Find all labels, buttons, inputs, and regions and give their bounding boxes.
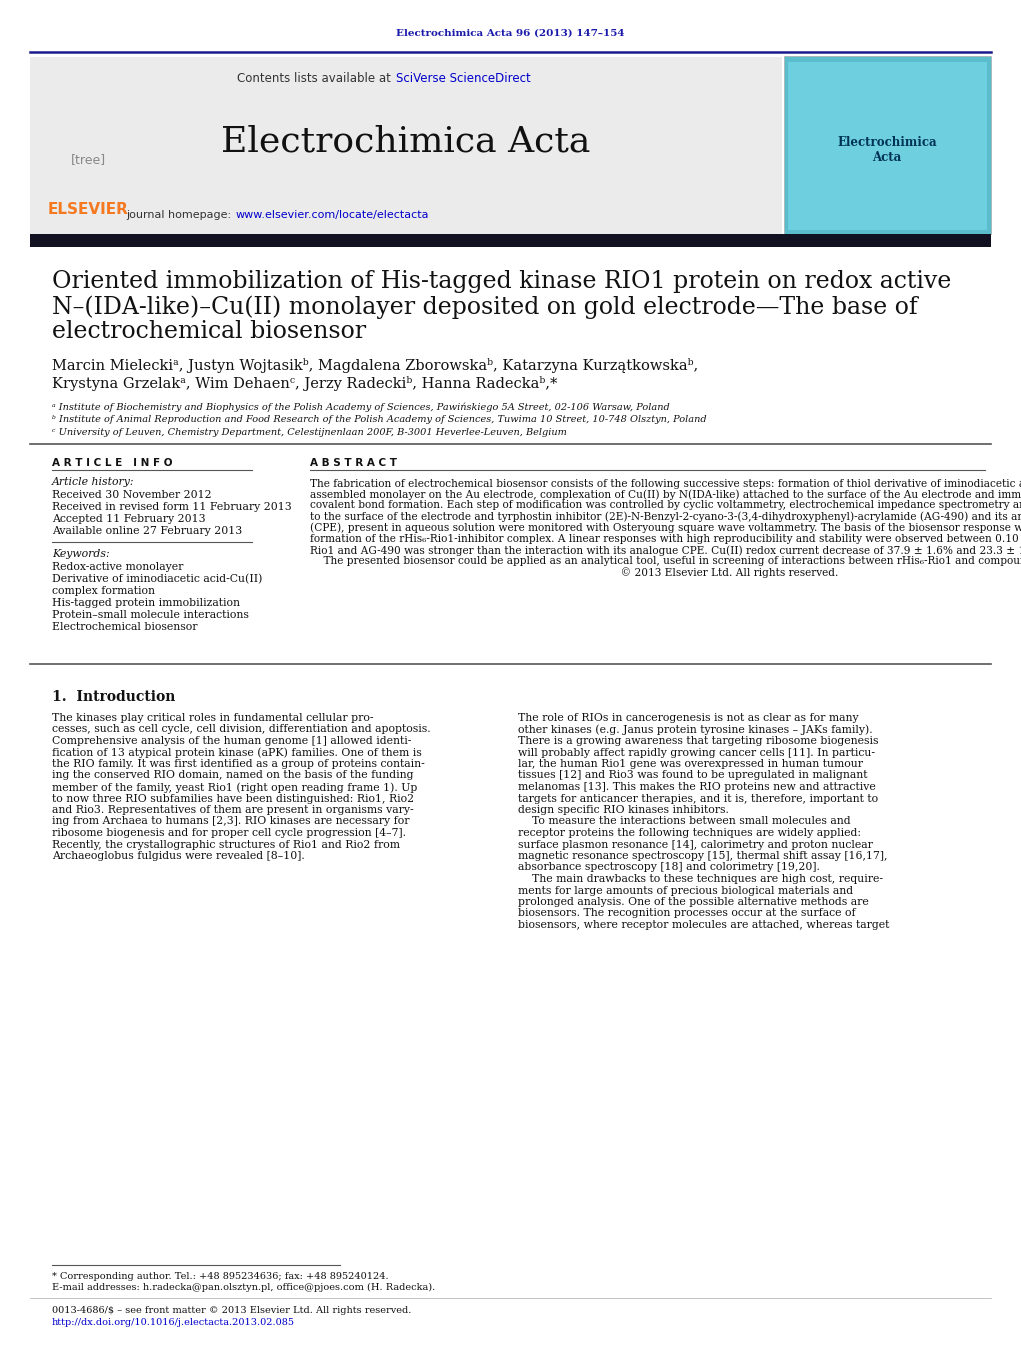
Text: Keywords:: Keywords: bbox=[52, 549, 109, 559]
Text: Protein–small molecule interactions: Protein–small molecule interactions bbox=[52, 611, 249, 620]
Bar bbox=[784, 55, 991, 234]
Text: covalent bond formation. Each step of modification was controlled by cyclic volt: covalent bond formation. Each step of mo… bbox=[310, 500, 1021, 511]
Text: member of the family, yeast Rio1 (right open reading frame 1). Up: member of the family, yeast Rio1 (right … bbox=[52, 782, 418, 793]
Text: A B S T R A C T: A B S T R A C T bbox=[310, 458, 397, 467]
Text: ᵃ Institute of Biochemistry and Biophysics of the Polish Academy of Sciences, Pa: ᵃ Institute of Biochemistry and Biophysi… bbox=[52, 403, 670, 412]
Text: ing from Archaea to humans [2,3]. RIO kinases are necessary for: ing from Archaea to humans [2,3]. RIO ki… bbox=[52, 816, 409, 827]
Text: [tree]: [tree] bbox=[70, 154, 105, 166]
Text: Comprehensive analysis of the human genome [1] allowed identi-: Comprehensive analysis of the human geno… bbox=[52, 736, 411, 746]
Text: formation of the rHis₆-Rio1-inhibitor complex. A linear responses with high repr: formation of the rHis₆-Rio1-inhibitor co… bbox=[310, 534, 1021, 544]
Text: surface plasmon resonance [14], calorimetry and proton nuclear: surface plasmon resonance [14], calorime… bbox=[518, 839, 873, 850]
Text: © 2013 Elsevier Ltd. All rights reserved.: © 2013 Elsevier Ltd. All rights reserved… bbox=[310, 567, 838, 578]
Text: http://dx.doi.org/10.1016/j.electacta.2013.02.085: http://dx.doi.org/10.1016/j.electacta.20… bbox=[52, 1319, 295, 1327]
Text: Rio1 and AG-490 was stronger than the interaction with its analogue CPE. Cu(II) : Rio1 and AG-490 was stronger than the in… bbox=[310, 546, 1021, 555]
Text: Archaeoglobus fulgidus were revealed [8–10].: Archaeoglobus fulgidus were revealed [8–… bbox=[52, 851, 304, 861]
Text: receptor proteins the following techniques are widely applied:: receptor proteins the following techniqu… bbox=[518, 828, 861, 838]
Text: * Corresponding author. Tel.: +48 895234636; fax: +48 895240124.: * Corresponding author. Tel.: +48 895234… bbox=[52, 1273, 389, 1281]
Text: (CPE), present in aqueous solution were monitored with Osteryoung square wave vo: (CPE), present in aqueous solution were … bbox=[310, 523, 1021, 534]
Text: absorbance spectroscopy [18] and colorimetry [19,20].: absorbance spectroscopy [18] and colorim… bbox=[518, 862, 820, 873]
Text: The main drawbacks to these techniques are high cost, require-: The main drawbacks to these techniques a… bbox=[518, 874, 883, 884]
Text: assembled monolayer on the Au electrode, complexation of Cu(II) by N(IDA-like) a: assembled monolayer on the Au electrode,… bbox=[310, 489, 1021, 500]
Text: SciVerse ScienceDirect: SciVerse ScienceDirect bbox=[396, 72, 531, 85]
Text: magnetic resonance spectroscopy [15], thermal shift assay [16,17],: magnetic resonance spectroscopy [15], th… bbox=[518, 851, 887, 861]
Text: fication of 13 atypical protein kinase (aPK) families. One of them is: fication of 13 atypical protein kinase (… bbox=[52, 747, 422, 758]
Text: will probably affect rapidly growing cancer cells [11]. In particu-: will probably affect rapidly growing can… bbox=[518, 747, 875, 758]
Text: The presented biosensor could be applied as an analytical tool, useful in screen: The presented biosensor could be applied… bbox=[310, 557, 1021, 566]
Text: journal homepage:: journal homepage: bbox=[127, 209, 235, 220]
Text: The fabrication of electrochemical biosensor consists of the following successiv: The fabrication of electrochemical biose… bbox=[310, 478, 1021, 489]
Text: biosensors. The recognition processes occur at the surface of: biosensors. The recognition processes oc… bbox=[518, 908, 856, 919]
Text: melanomas [13]. This makes the RIO proteins new and attractive: melanomas [13]. This makes the RIO prote… bbox=[518, 782, 876, 792]
Text: Recently, the crystallographic structures of Rio1 and Rio2 from: Recently, the crystallographic structure… bbox=[52, 839, 400, 850]
Text: biosensors, where receptor molecules are attached, whereas target: biosensors, where receptor molecules are… bbox=[518, 920, 889, 929]
Bar bbox=[30, 234, 991, 247]
Text: Oriented immobilization of His-tagged kinase RIO1 protein on redox active: Oriented immobilization of His-tagged ki… bbox=[52, 270, 952, 293]
Text: Contents lists available at: Contents lists available at bbox=[237, 72, 395, 85]
Text: tissues [12] and Rio3 was found to be upregulated in malignant: tissues [12] and Rio3 was found to be up… bbox=[518, 770, 868, 781]
Text: There is a growing awareness that targeting ribosome biogenesis: There is a growing awareness that target… bbox=[518, 736, 878, 746]
Text: To measure the interactions between small molecules and: To measure the interactions between smal… bbox=[518, 816, 850, 827]
Text: Received in revised form 11 February 2013: Received in revised form 11 February 201… bbox=[52, 503, 292, 512]
Text: N–(IDA-like)–Cu(II) monolayer deposited on gold electrode—The base of: N–(IDA-like)–Cu(II) monolayer deposited … bbox=[52, 295, 918, 319]
Text: targets for anticancer therapies, and it is, therefore, important to: targets for anticancer therapies, and it… bbox=[518, 793, 878, 804]
Text: Received 30 November 2012: Received 30 November 2012 bbox=[52, 490, 211, 500]
Text: ribosome biogenesis and for proper cell cycle progression [4–7].: ribosome biogenesis and for proper cell … bbox=[52, 828, 406, 838]
Text: Available online 27 February 2013: Available online 27 February 2013 bbox=[52, 526, 242, 536]
Text: ments for large amounts of precious biological materials and: ments for large amounts of precious biol… bbox=[518, 885, 854, 896]
Text: Accepted 11 February 2013: Accepted 11 February 2013 bbox=[52, 513, 205, 524]
Text: cesses, such as cell cycle, cell division, differentiation and apoptosis.: cesses, such as cell cycle, cell divisio… bbox=[52, 724, 431, 735]
Text: lar, the human Rio1 gene was overexpressed in human tumour: lar, the human Rio1 gene was overexpress… bbox=[518, 759, 863, 769]
Text: 1.  Introduction: 1. Introduction bbox=[52, 690, 176, 704]
Text: complex formation: complex formation bbox=[52, 586, 155, 596]
Text: prolonged analysis. One of the possible alternative methods are: prolonged analysis. One of the possible … bbox=[518, 897, 869, 907]
Text: Marcin Mieleckiᵃ, Justyn Wojtasikᵇ, Magdalena Zborowskaᵇ, Katarzyna Kurzątkowska: Marcin Mieleckiᵃ, Justyn Wojtasikᵇ, Magd… bbox=[52, 358, 698, 373]
Text: E-mail addresses: h.radecka@pan.olsztyn.pl, office@pjoes.com (H. Radecka).: E-mail addresses: h.radecka@pan.olsztyn.… bbox=[52, 1283, 435, 1292]
Text: and Rio3. Representatives of them are present in organisms vary-: and Rio3. Representatives of them are pr… bbox=[52, 805, 414, 815]
Text: Electrochimica Acta 96 (2013) 147–154: Electrochimica Acta 96 (2013) 147–154 bbox=[396, 28, 624, 38]
Text: ᵇ Institute of Animal Reproduction and Food Research of the Polish Academy of Sc: ᵇ Institute of Animal Reproduction and F… bbox=[52, 415, 707, 424]
Text: electrochemical biosensor: electrochemical biosensor bbox=[52, 320, 367, 343]
Text: to the surface of the electrode and tyrphostin inhibitor (2E)-N-Benzyl-2-cyano-3: to the surface of the electrode and tyrp… bbox=[310, 512, 1021, 523]
Text: ᶜ University of Leuven, Chemistry Department, Celestijnenlaan 200F, B-3001 Hever: ᶜ University of Leuven, Chemistry Depart… bbox=[52, 428, 567, 436]
Text: The kinases play critical roles in fundamental cellular pro-: The kinases play critical roles in funda… bbox=[52, 713, 374, 723]
Text: 0013-4686/$ – see front matter © 2013 Elsevier Ltd. All rights reserved.: 0013-4686/$ – see front matter © 2013 El… bbox=[52, 1306, 411, 1315]
Text: other kinases (e.g. Janus protein tyrosine kinases – JAKs family).: other kinases (e.g. Janus protein tyrosi… bbox=[518, 724, 873, 735]
Text: Electrochimica Acta: Electrochimica Acta bbox=[222, 126, 591, 159]
Text: Article history:: Article history: bbox=[52, 477, 135, 486]
Text: Electrochemical biosensor: Electrochemical biosensor bbox=[52, 621, 197, 632]
Text: to now three RIO subfamilies have been distinguished: Rio1, Rio2: to now three RIO subfamilies have been d… bbox=[52, 793, 415, 804]
Bar bbox=[788, 62, 987, 230]
Text: ELSEVIER: ELSEVIER bbox=[48, 203, 129, 218]
Text: Electrochimica
Acta: Electrochimica Acta bbox=[837, 136, 937, 163]
Text: A R T I C L E   I N F O: A R T I C L E I N F O bbox=[52, 458, 173, 467]
Text: The role of RIOs in cancerogenesis is not as clear as for many: The role of RIOs in cancerogenesis is no… bbox=[518, 713, 859, 723]
Bar bbox=[30, 57, 782, 235]
Text: the RIO family. It was first identified as a group of proteins contain-: the RIO family. It was first identified … bbox=[52, 759, 425, 769]
Text: His-tagged protein immobilization: His-tagged protein immobilization bbox=[52, 598, 240, 608]
Text: Derivative of iminodiacetic acid-Cu(II): Derivative of iminodiacetic acid-Cu(II) bbox=[52, 574, 262, 585]
Text: ing the conserved RIO domain, named on the basis of the funding: ing the conserved RIO domain, named on t… bbox=[52, 770, 414, 781]
Text: design specific RIO kinases inhibitors.: design specific RIO kinases inhibitors. bbox=[518, 805, 729, 815]
Text: www.elsevier.com/locate/electacta: www.elsevier.com/locate/electacta bbox=[236, 209, 430, 220]
Text: Krystyna Grzelakᵃ, Wim Dehaenᶜ, Jerzy Radeckiᵇ, Hanna Radeckaᵇ,*: Krystyna Grzelakᵃ, Wim Dehaenᶜ, Jerzy Ra… bbox=[52, 376, 557, 390]
Text: Redox-active monolayer: Redox-active monolayer bbox=[52, 562, 184, 571]
